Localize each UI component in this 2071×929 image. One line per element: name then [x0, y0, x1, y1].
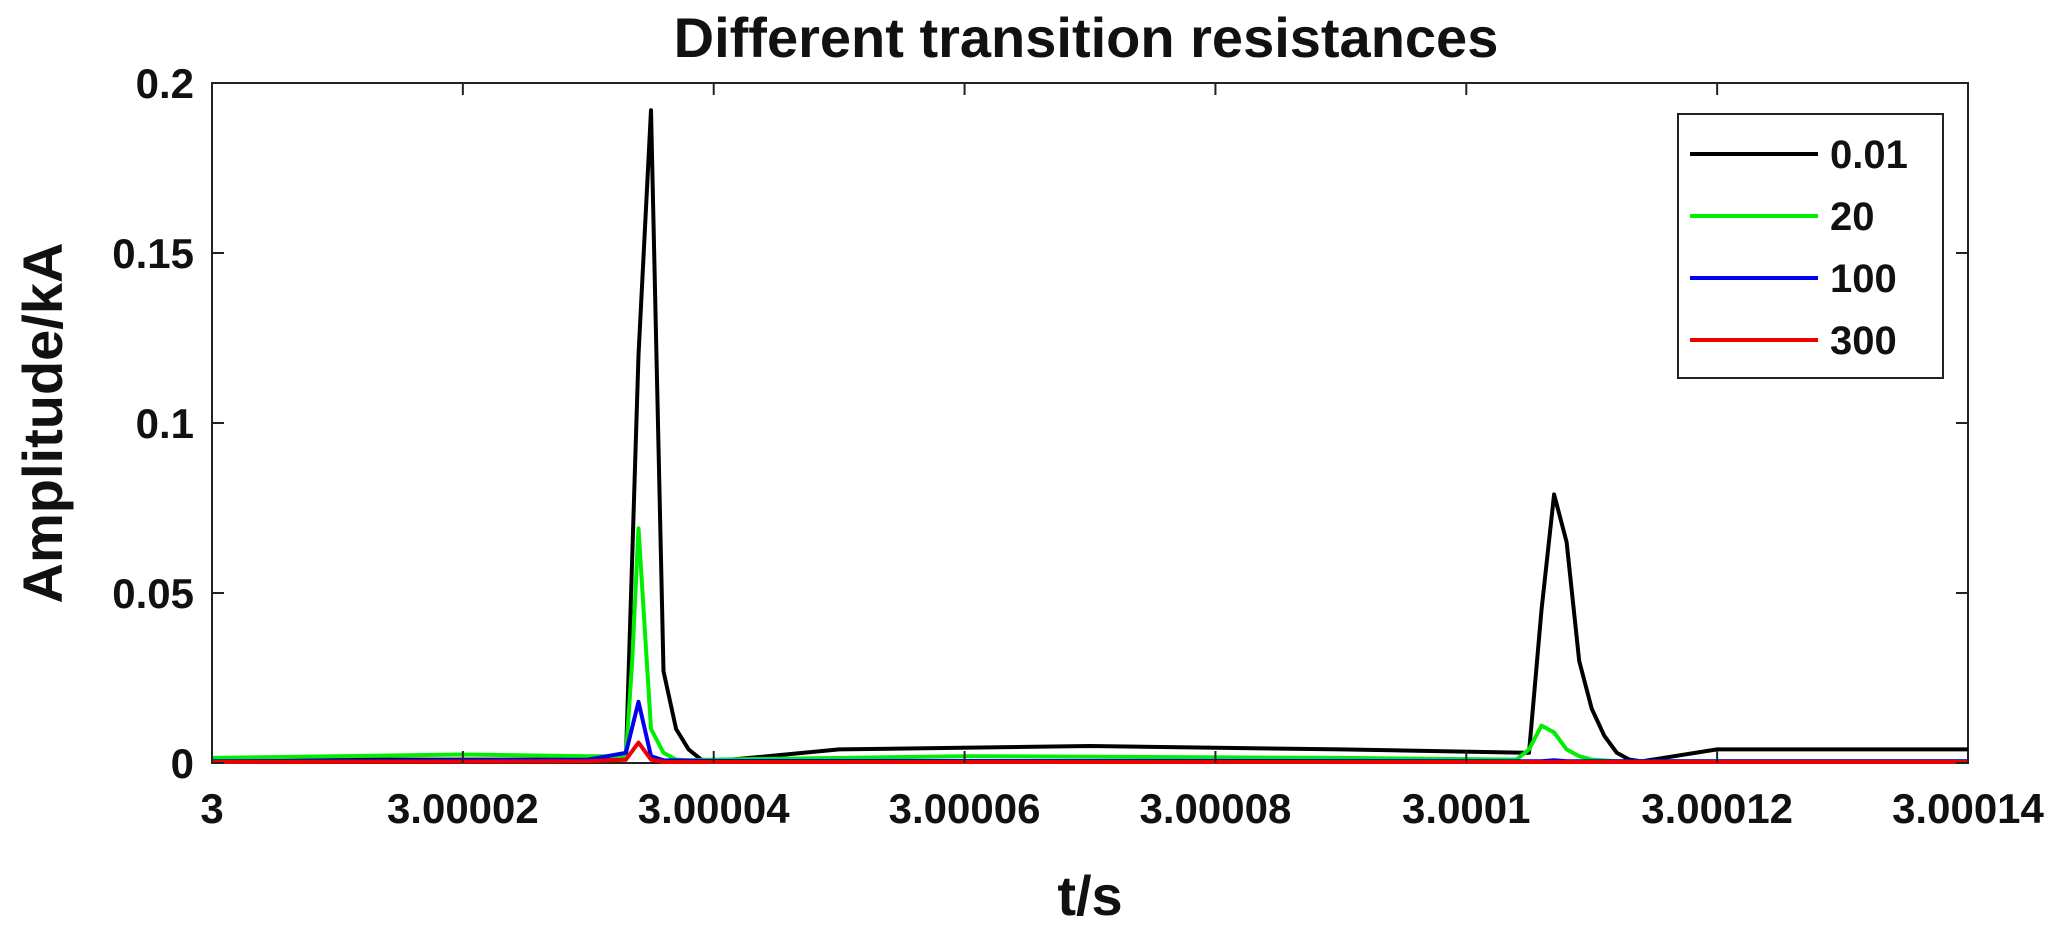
legend-label: 300 — [1830, 319, 1897, 363]
y-axis: 0 0.05 0.1 0.15 0.2 — [112, 60, 1968, 787]
y-tick-label: 0.15 — [112, 230, 194, 277]
x-tick-label: 3.00012 — [1641, 785, 1793, 832]
x-tick-label: 3.00006 — [889, 785, 1041, 832]
x-axis: 3 3.00002 3.00004 3.00006 3.00008 3.0001 3.000… — [200, 83, 2045, 832]
legend-box — [1677, 113, 1944, 379]
legend: 0.01 20 100 300 — [1677, 113, 1944, 379]
legend-label: 20 — [1830, 195, 1875, 239]
x-tick-label: 3.00008 — [1140, 785, 1292, 832]
x-tick-label: 3 — [200, 785, 223, 832]
plot-area — [211, 82, 1969, 764]
x-tick-label: 3.00002 — [387, 785, 539, 832]
x-tick-label: 3.00014 — [1892, 785, 2044, 832]
y-tick-label: 0.2 — [136, 60, 194, 107]
y-tick-label: 0.1 — [136, 400, 194, 447]
y-tick-label: 0.05 — [112, 570, 194, 617]
chart-title: Different transition resistances — [674, 6, 1499, 69]
y-axis-label: Amplitude/kA — [11, 243, 74, 604]
x-tick-label: 3.00004 — [638, 785, 790, 832]
legend-label: 100 — [1830, 257, 1897, 301]
y-tick-label: 0 — [171, 740, 194, 787]
x-axis-label: t/s — [1057, 864, 1122, 927]
legend-label: 0.01 — [1830, 133, 1908, 177]
x-tick-label: 3.0001 — [1402, 785, 1530, 832]
series-line-0.01 — [212, 108, 1968, 764]
